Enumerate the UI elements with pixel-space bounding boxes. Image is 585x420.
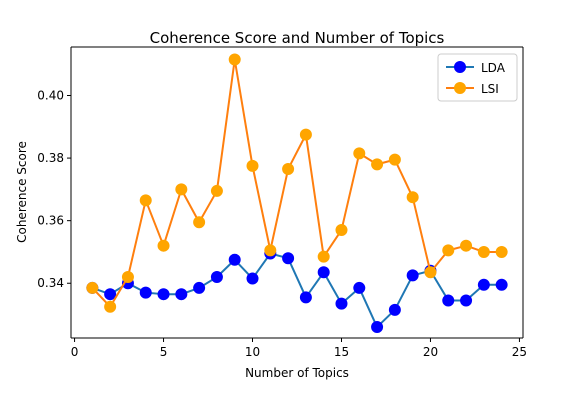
series-layer <box>86 53 508 334</box>
y-tick-label: 0.38 <box>37 151 64 165</box>
data-point-lsi <box>353 147 366 160</box>
y-axis-ticks: 0.34 0.36 0.38 0.40 <box>37 89 71 290</box>
data-point-lda <box>104 288 117 301</box>
data-point-lsi <box>335 224 348 237</box>
data-point-lda <box>460 294 473 307</box>
data-point-lda <box>299 291 312 304</box>
x-axis-ticks: 0 5 10 15 20 25 <box>71 338 527 359</box>
data-point-lsi <box>175 183 188 196</box>
data-point-lda <box>139 286 152 299</box>
legend-lsi-marker <box>454 82 466 94</box>
data-point-lda <box>210 270 223 283</box>
data-point-lda <box>442 294 455 307</box>
legend: LDA LSI <box>437 53 518 102</box>
data-point-lsi <box>121 270 134 283</box>
series-lsi <box>86 53 508 313</box>
data-point-lsi <box>371 158 384 171</box>
data-point-lsi <box>157 239 170 252</box>
data-point-lda <box>193 281 206 294</box>
data-point-lda <box>495 278 508 291</box>
data-point-lsi <box>282 163 295 176</box>
data-point-lsi <box>442 244 455 257</box>
data-point-lda <box>388 303 401 316</box>
data-point-lda <box>371 321 384 334</box>
chart-title: Coherence Score and Number of Topics <box>150 29 445 47</box>
x-tick-label: 0 <box>71 345 79 359</box>
data-point-lsi <box>495 245 508 258</box>
y-axis-label: Coherence Score <box>15 141 29 243</box>
data-point-lda <box>406 269 419 282</box>
x-tick-label: 25 <box>512 345 527 359</box>
data-point-lda <box>335 297 348 310</box>
data-point-lsi <box>86 281 99 294</box>
data-point-lsi <box>406 191 419 204</box>
data-point-lsi <box>424 266 437 279</box>
data-point-lsi <box>388 153 401 166</box>
data-point-lda <box>282 252 295 265</box>
data-point-lsi <box>193 216 206 229</box>
data-point-lsi <box>139 194 152 207</box>
data-point-lsi <box>460 239 473 252</box>
x-tick-label: 15 <box>334 345 349 359</box>
data-point-lda <box>353 281 366 294</box>
y-tick-label: 0.40 <box>37 89 64 103</box>
data-point-lda <box>228 253 241 266</box>
legend-lda-label: LDA <box>481 61 506 75</box>
y-tick-label: 0.34 <box>37 276 64 290</box>
data-point-lda <box>477 278 490 291</box>
data-point-lsi <box>264 244 277 257</box>
data-point-lsi <box>246 159 259 172</box>
x-tick-label: 20 <box>423 345 438 359</box>
data-point-lsi <box>228 53 241 66</box>
data-point-lda <box>246 272 259 285</box>
legend-box <box>437 53 518 102</box>
y-tick-label: 0.36 <box>37 214 64 228</box>
x-axis-label: Number of Topics <box>245 366 349 380</box>
x-tick-label: 10 <box>245 345 260 359</box>
data-point-lsi <box>477 245 490 258</box>
data-point-lsi <box>317 250 330 263</box>
x-tick-label: 5 <box>160 345 168 359</box>
legend-lda-marker <box>454 61 466 73</box>
data-point-lsi <box>210 184 223 197</box>
legend-lsi-label: LSI <box>481 82 499 96</box>
data-point-lsi <box>299 128 312 141</box>
data-point-lda <box>317 266 330 279</box>
data-point-lda <box>175 288 188 301</box>
data-point-lda <box>157 288 170 301</box>
data-point-lsi <box>104 300 117 313</box>
